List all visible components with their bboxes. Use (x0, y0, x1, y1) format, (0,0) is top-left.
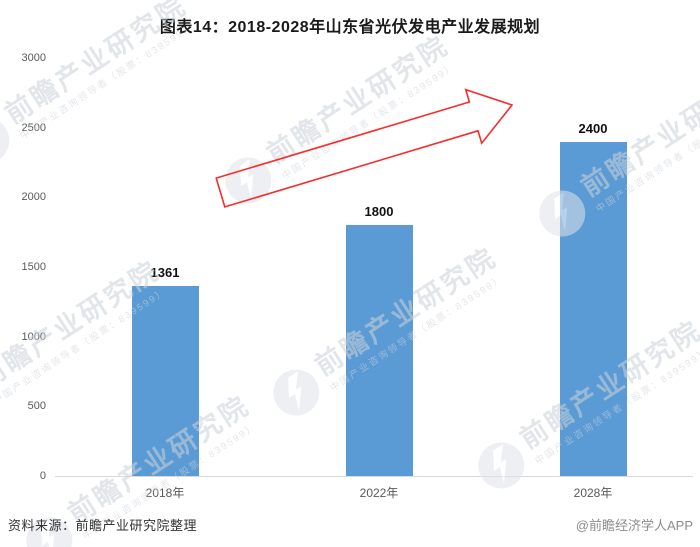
x-category-label: 2018年 (145, 486, 185, 500)
watermark-logo-icon (0, 108, 19, 173)
x-category-label: 2028年 (573, 486, 613, 500)
bar-value-label: 1361 (150, 265, 180, 281)
x-category-label: 2022年 (359, 486, 399, 500)
y-tick-label: 2500 (21, 121, 46, 134)
y-tick-label: 2000 (21, 191, 46, 204)
bar-value-label: 1800 (364, 204, 394, 220)
y-tick-label: 500 (27, 400, 46, 413)
source-note: 资料来源：前瞻产业研究院整理 (8, 518, 198, 533)
credit-note: @前瞻经济学人APP (575, 518, 693, 533)
watermark-logo-icon (216, 148, 281, 213)
y-tick-label: 1500 (21, 261, 46, 273)
watermark-brand-text: 前瞻产业研究院 (261, 29, 455, 170)
watermark-bolt-icon (228, 159, 268, 202)
watermark-logo-icon (264, 360, 329, 425)
y-tick-label: 3000 (21, 52, 46, 64)
y-tick-label: 0 (39, 470, 46, 482)
watermark-tagline-text: 中国产业咨询领导者（股票：839599） (280, 61, 458, 183)
watermark-logo-icon (469, 433, 534, 498)
x-axis-line (55, 476, 693, 477)
y-tick-label: 1000 (21, 330, 46, 343)
watermark-bolt-icon (276, 371, 316, 414)
bar-2022年 (345, 225, 413, 476)
watermark: 前瞻产业研究院 中国产业咨询领导者（股票：839599） (216, 29, 462, 213)
chart-title: 图表14：2018-2028年山东省光伏发电产业发展规划 (159, 19, 541, 36)
watermark-bolt-icon (481, 444, 521, 487)
bar-value-label: 2400 (578, 120, 608, 136)
bar-2028年 (559, 141, 627, 476)
bar-2018年 (131, 286, 199, 476)
